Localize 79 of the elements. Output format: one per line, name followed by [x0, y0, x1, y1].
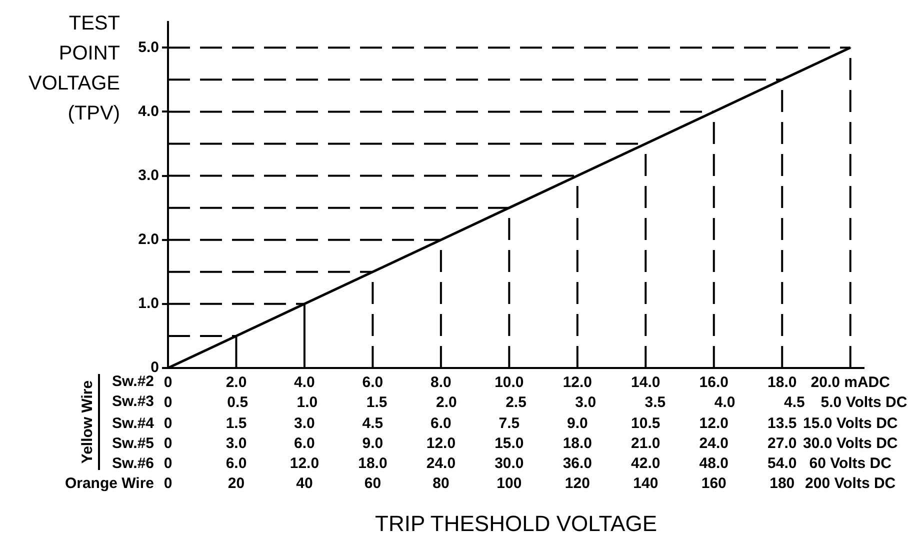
text: 30.0: [494, 455, 524, 472]
text: 54.0: [768, 455, 797, 472]
text: 15.0: [494, 435, 524, 452]
text: 180: [770, 475, 795, 492]
text: 18.0: [358, 455, 388, 472]
text: 27.0: [768, 435, 797, 452]
x2-tick-label: 3.0: [575, 394, 596, 412]
y-tick-label: 5.0: [138, 38, 159, 56]
x-tick-label: 18.0: [768, 374, 797, 392]
text: 0: [164, 455, 172, 472]
text: 42.0: [631, 455, 660, 472]
text: 60: [364, 475, 382, 492]
text: 7.5: [498, 415, 520, 432]
x2-tick-label: 5.0 Volts DC: [820, 394, 908, 412]
text: 40: [296, 475, 313, 492]
y-tick-label: 3.0: [138, 166, 159, 184]
text: Sw.#6: [112, 455, 154, 472]
text: 12.0: [426, 435, 456, 452]
text: 9.0: [566, 415, 588, 432]
x2-tick-label: 0: [164, 394, 172, 412]
text: Sw.#4: [112, 415, 155, 432]
text: 120: [564, 475, 590, 492]
text: 60 Volts DC: [809, 455, 892, 472]
text: 4.5: [362, 415, 384, 432]
x2-tick-label: 2.5: [506, 394, 526, 412]
text: 0: [164, 415, 172, 432]
x-tick-label: 4.0: [294, 374, 315, 392]
x-tick-label: 0: [164, 374, 172, 392]
text: 200 Volts DC: [805, 475, 896, 492]
text: 10.5: [631, 415, 660, 432]
text: 3.0: [226, 435, 247, 452]
text: 160: [701, 475, 726, 492]
x2-axis-title: Sw.#3: [112, 393, 154, 410]
x-tick-label: 16.0: [699, 374, 728, 392]
text: 9.0: [362, 435, 384, 452]
text: Orange Wire: [64, 475, 154, 492]
text: 15.0 Volts DC: [802, 415, 898, 432]
text: 3.0: [294, 415, 315, 432]
y-tick-label: 4.0: [138, 102, 159, 120]
x-tick-label: 10.0: [494, 374, 524, 392]
text: 18.0: [562, 435, 592, 452]
text: Yellow Wire: [79, 380, 96, 464]
text: 12.0: [290, 455, 320, 472]
text: 24.0: [699, 435, 728, 452]
text: 13.5: [768, 415, 797, 432]
text: 0: [164, 475, 172, 492]
x2-tick-label: 3.5: [644, 394, 666, 412]
text: 140: [633, 475, 658, 492]
x-tick-label: 6.0: [362, 374, 384, 392]
text: Sw.#5: [112, 435, 154, 452]
x-tick-label: 20.0 mADC: [810, 374, 890, 392]
x2-tick-label: 1.5: [366, 394, 388, 412]
text: 24.0: [426, 455, 456, 472]
x2-tick-label: 0.5: [227, 394, 248, 412]
text: 6.0: [430, 415, 452, 432]
x-tick-label: 8.0: [430, 374, 452, 392]
text: 48.0: [699, 455, 728, 472]
y-axis-title: TEST POINT VOLTAGE (TPV): [28, 12, 120, 125]
text: 100: [496, 475, 522, 492]
text: 1.5: [226, 415, 247, 432]
x2-tick-label: 1.0: [296, 394, 318, 412]
x-tick-label: 2.0: [226, 374, 247, 392]
x-tick-label: 14.0: [631, 374, 660, 392]
text: 80: [432, 475, 450, 492]
y-tick-label: 2.0: [138, 230, 159, 248]
text: 6.0: [294, 435, 315, 452]
text: 36.0: [562, 455, 592, 472]
text: 21.0: [631, 435, 660, 452]
text: 20: [228, 475, 245, 492]
x2-tick-label: 4.0: [714, 394, 736, 412]
x-tick-label: 12.0: [562, 374, 592, 392]
text: 12.0: [699, 415, 728, 432]
y-tick-label: 1.0: [138, 295, 159, 312]
text: 30.0 Volts DC: [802, 435, 898, 452]
text: TRIP THESHOLD VOLTAGE: [375, 511, 657, 536]
text: 0: [164, 435, 172, 452]
text: 6.0: [226, 455, 247, 472]
x2-tick-label: 4.5: [784, 394, 805, 412]
x2-tick-label: 2.0: [436, 394, 457, 412]
